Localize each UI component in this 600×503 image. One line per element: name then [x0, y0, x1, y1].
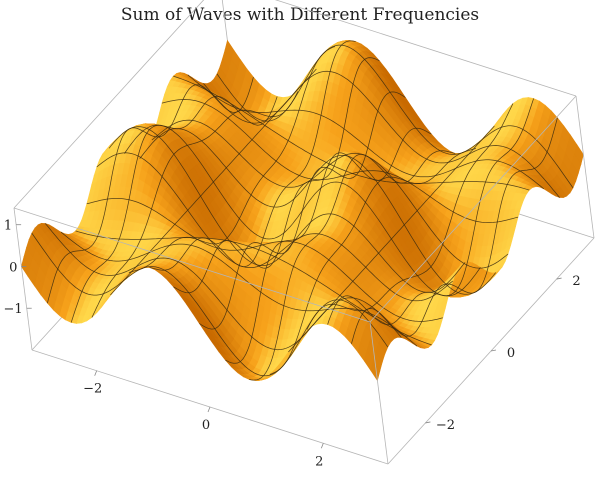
z-tick-label: −1	[4, 302, 23, 317]
x-tick-label: −2	[83, 382, 102, 397]
y-tick-label: 0	[507, 346, 515, 361]
x-tick-label: 0	[202, 418, 210, 433]
x-tick-mark	[320, 443, 324, 449]
edge-top-back	[274, 0, 577, 97]
x-tick-mark	[207, 406, 211, 413]
edge-top-left	[13, 0, 205, 209]
x-tick-mark	[94, 370, 98, 376]
surface	[21, 39, 584, 382]
edge-left-vertical	[13, 207, 33, 351]
z-tick-label: 0	[9, 260, 17, 275]
x-tick-label: 2	[315, 454, 323, 469]
y-tick-label: −2	[436, 418, 455, 433]
x-axis-ticks: −2 0 2	[83, 370, 324, 469]
y-tick-label: 2	[572, 274, 580, 289]
y-axis-ticks: −2 0 2	[425, 274, 581, 433]
z-tick-label: 1	[4, 219, 12, 234]
chart-title: Sum of Waves with Different Frequencies	[121, 5, 479, 25]
